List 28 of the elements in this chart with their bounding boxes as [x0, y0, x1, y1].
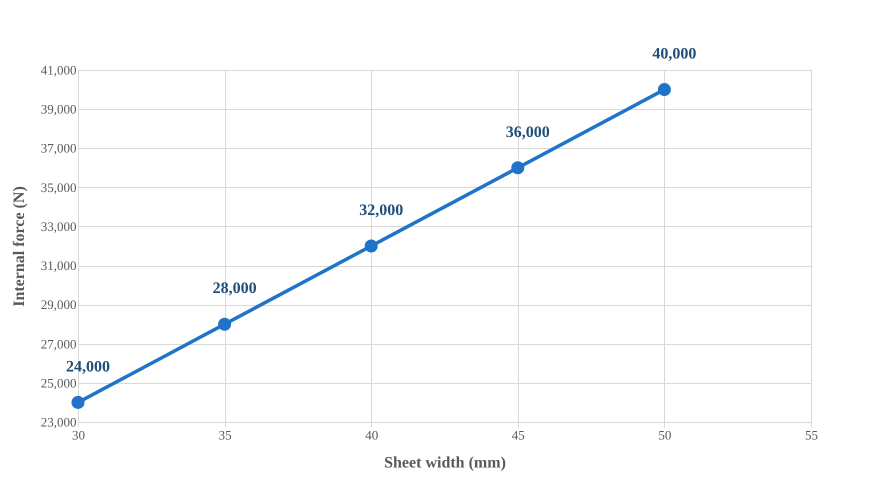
- point: [71, 396, 85, 409]
- x-tick-label: 35: [218, 428, 232, 442]
- data-label: 40,000: [652, 46, 696, 63]
- data-label: 24,000: [66, 358, 110, 376]
- y-tick-label: 29,000: [40, 297, 76, 312]
- x-axis-title: Sheet width (mm): [384, 454, 506, 472]
- x-tick-label: 55: [805, 428, 818, 442]
- y-tick-label: 33,000: [40, 218, 76, 234]
- y-tick-label: 27,000: [40, 336, 76, 352]
- point: [218, 318, 232, 331]
- point: [511, 161, 524, 174]
- y-tick-label: 25,000: [40, 375, 76, 390]
- data-label: 32,000: [359, 202, 404, 219]
- y-tick-label: 31,000: [40, 258, 76, 274]
- point: [364, 239, 378, 253]
- data-label: 36,000: [506, 124, 550, 141]
- y-axis-title: Internal force (N): [10, 186, 28, 307]
- x-tick-label: 45: [512, 428, 525, 442]
- y-tick-label: 37,000: [40, 140, 76, 156]
- y-tick-label: 35,000: [40, 180, 76, 195]
- x-tick-label: 30: [72, 428, 85, 442]
- y-tick-label: 39,000: [40, 102, 76, 117]
- x-tick-label: 50: [658, 428, 672, 442]
- y-tick-label: 23,000: [40, 414, 76, 430]
- x-tick-label: 40: [365, 428, 378, 442]
- point: [658, 83, 671, 96]
- y-tick-label: 41,000: [40, 62, 76, 78]
- data-label: 28,000: [212, 280, 257, 298]
